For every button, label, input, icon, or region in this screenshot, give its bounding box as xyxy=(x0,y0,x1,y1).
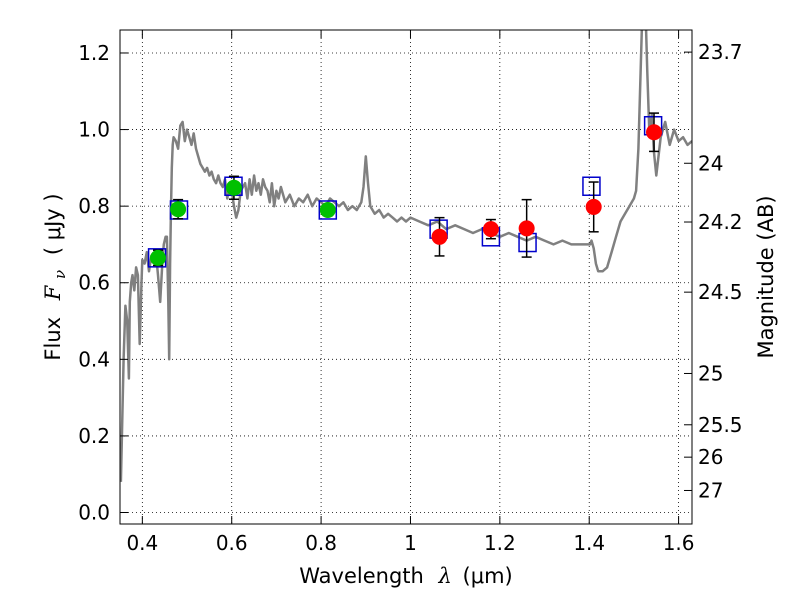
x-tick-label: 1.6 xyxy=(663,531,695,555)
magnitude-axis-label: Magnitude (AB) xyxy=(754,195,778,358)
x-axis: 0.4 0.6 0.8 1 1.2 1.4 1.6 xyxy=(126,30,695,555)
x-tick-label: 0.4 xyxy=(126,531,158,555)
y-tick-label: 0.0 xyxy=(78,501,110,525)
x-tick-label: 1.4 xyxy=(573,531,605,555)
magnitude-tick-label: 27 xyxy=(698,478,723,502)
green-data-point xyxy=(170,201,187,218)
y-tick-label: 1.2 xyxy=(78,41,110,65)
red-data-point xyxy=(646,124,663,141)
model-spectrum-line xyxy=(120,30,692,482)
magnitude-tick-label: 25 xyxy=(698,361,723,385)
x-tick-label: 1 xyxy=(404,531,417,555)
y-tick-label: 0.8 xyxy=(78,194,110,218)
magnitude-tick-label: 26 xyxy=(698,445,723,469)
model-photometry-box xyxy=(318,200,338,220)
x-axis-label-symbol: λ xyxy=(438,564,452,588)
y-axis-label-text: Flux xyxy=(41,317,65,361)
y-tick-label: 1.0 xyxy=(78,118,110,142)
y-axis: 0.0 0.2 0.4 0.6 0.8 1.0 1.2 xyxy=(78,41,128,525)
x-tick-label: 1.2 xyxy=(484,531,516,555)
y-tick-label: 0.4 xyxy=(78,347,110,371)
red-data-point xyxy=(518,220,535,237)
magnitude-tick-label: 23.7 xyxy=(698,40,743,64)
green-data-point xyxy=(319,201,336,218)
y-tick-label: 0.6 xyxy=(78,271,110,295)
red-data-point xyxy=(482,221,499,238)
plot-area xyxy=(120,30,692,482)
y-axis-label-subscript: ν xyxy=(51,270,69,279)
magnitude-tick-label: 24.5 xyxy=(698,280,743,304)
x-axis-label-text: Wavelength xyxy=(299,564,424,588)
green-data-point xyxy=(225,179,242,196)
magnitude-tick-label: 25.5 xyxy=(698,413,743,437)
magnitude-tick-label: 24 xyxy=(698,151,723,175)
y-axis-label-unit: ( μJy ) xyxy=(41,193,65,255)
model-photometry-box xyxy=(582,176,601,196)
x-axis-label: Wavelength λ (μm) xyxy=(299,564,512,588)
y-tick-label: 0.2 xyxy=(78,424,110,448)
x-tick-label: 0.8 xyxy=(305,531,337,555)
x-tick-label: 0.6 xyxy=(216,531,248,555)
green-data-point xyxy=(149,249,166,266)
y-axis-label-symbol: F xyxy=(41,284,65,301)
x-axis-label-unit: (μm) xyxy=(463,564,513,588)
red-data-point xyxy=(431,228,448,245)
plot-frame xyxy=(119,29,693,525)
magnitude-axis: 23.7 24 24.2 24.5 25 25.5 26 27 xyxy=(684,40,743,502)
y-axis-label: Flux F ν ( μJy ) xyxy=(41,193,70,360)
magnitude-tick-label: 24.2 xyxy=(698,210,743,234)
red-data-point xyxy=(585,198,602,215)
